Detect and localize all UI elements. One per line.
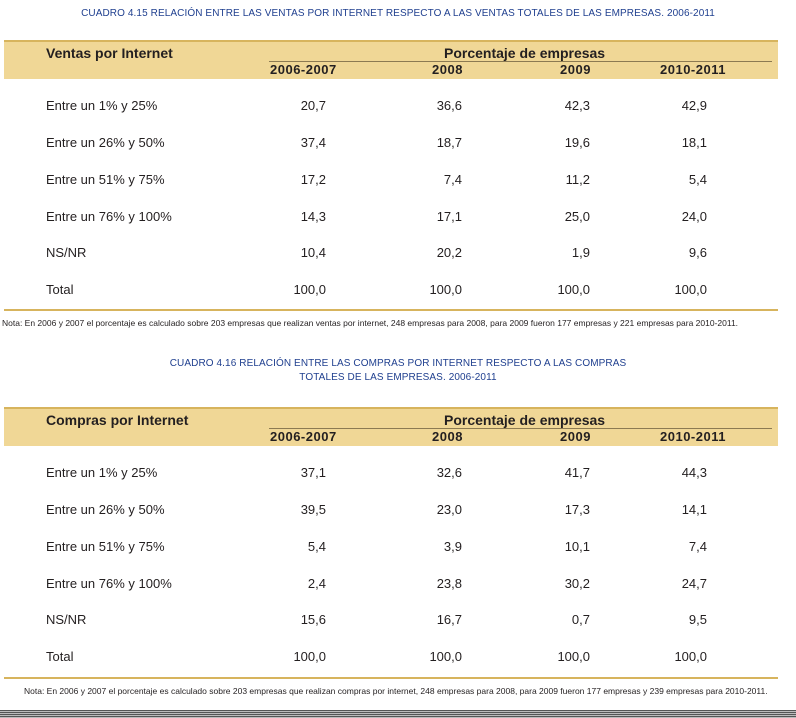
cell-value: 1,9 (571, 245, 590, 260)
cell-value: 42,9 (681, 98, 707, 113)
cell-value: 5,4 (307, 539, 326, 554)
cell-value: 41,7 (564, 465, 590, 480)
cell-value: 100,0 (429, 282, 462, 297)
cell-value: 17,3 (564, 502, 590, 517)
table1-note: Nota: En 2006 y 2007 el porcentaje es ca… (2, 318, 739, 328)
table-row: Entre un 1% y 25% 37,1 32,6 41,7 44,3 (4, 465, 778, 483)
cell-value: 16,7 (436, 612, 462, 627)
table-row: Entre un 51% y 75% 17,2 7,4 11,2 5,4 (4, 172, 778, 190)
table1-year-3: 2009 (560, 62, 591, 77)
table1-title: CUADRO 4.15 RELACIÓN ENTRE LAS VENTAS PO… (81, 8, 715, 19)
cell-value: 17,2 (300, 172, 326, 187)
table2-row-header: Compras por Internet (46, 412, 189, 428)
table1: Ventas por Internet Porcentaje de empres… (4, 40, 778, 297)
table-row: Entre un 51% y 75% 5,4 3,9 10,1 7,4 (4, 539, 778, 557)
cell-value: 100,0 (429, 649, 462, 664)
table-row-total: Total 100,0 100,0 100,0 100,0 (4, 649, 778, 667)
cell-value: 14,3 (300, 209, 326, 224)
page-edge-lines (0, 710, 796, 718)
row-label: Entre un 51% y 75% (46, 539, 165, 554)
table-row: Entre un 1% y 25% 20,7 36,6 42,3 42,9 (4, 98, 778, 116)
cell-value: 25,0 (564, 209, 590, 224)
table1-group-header: Porcentaje de empresas (444, 45, 606, 61)
cell-value: 36,6 (436, 98, 462, 113)
cell-value: 18,7 (436, 135, 462, 150)
cell-value: 9,5 (688, 612, 707, 627)
row-label: Entre un 26% y 50% (46, 502, 165, 517)
table2-year-2: 2008 (432, 429, 463, 444)
table2-title-line2: TOTALES DE LAS EMPRESAS. 2006-2011 (299, 372, 497, 383)
cell-value: 11,2 (565, 172, 590, 187)
cell-value: 5,4 (688, 172, 707, 187)
cell-value: 15,6 (300, 612, 326, 627)
cell-value: 10,4 (300, 245, 326, 260)
row-label: Entre un 51% y 75% (46, 172, 165, 187)
cell-value: 23,0 (436, 502, 462, 517)
cell-value: 20,7 (300, 98, 326, 113)
row-label: Entre un 76% y 100% (46, 209, 172, 224)
cell-value: 20,2 (436, 245, 462, 260)
cell-value: 100,0 (557, 282, 590, 297)
table2-year-1: 2006-2007 (270, 429, 337, 444)
table-row: Entre un 26% y 50% 37,4 18,7 19,6 18,1 (4, 135, 778, 153)
cell-value: 32,6 (436, 465, 462, 480)
row-label: Entre un 76% y 100% (46, 576, 172, 591)
cell-value: 0,7 (571, 612, 590, 627)
cell-value: 100,0 (674, 282, 707, 297)
cell-value: 17,1 (436, 209, 462, 224)
table1-header: Ventas por Internet Porcentaje de empres… (4, 40, 778, 79)
cell-value: 9,6 (688, 245, 707, 260)
table2-year-3: 2009 (560, 429, 591, 444)
table1-bottom-rule (4, 309, 778, 311)
row-label: NS/NR (46, 612, 87, 627)
cell-value: 39,5 (300, 502, 326, 517)
cell-value: 42,3 (564, 98, 590, 113)
table2: Compras por Internet Porcentaje de empre… (4, 407, 778, 664)
table-row: NS/NR 15,6 16,7 0,7 9,5 (4, 612, 778, 630)
table1-header-rule (269, 61, 772, 62)
table2-title-line1: CUADRO 4.16 RELACIÓN ENTRE LAS COMPRAS P… (169, 358, 627, 369)
cell-value: 7,4 (443, 172, 462, 187)
table2-header-rule (269, 428, 772, 429)
cell-value: 3,9 (443, 539, 462, 554)
cell-value: 23,8 (436, 576, 462, 591)
table2-group-header: Porcentaje de empresas (444, 412, 606, 428)
row-label: Entre un 26% y 50% (46, 135, 165, 150)
cell-value: 100,0 (293, 282, 326, 297)
cell-value: 30,2 (564, 576, 590, 591)
cell-value: 100,0 (293, 649, 326, 664)
table1-year-2: 2008 (432, 62, 463, 77)
table-row: Entre un 26% y 50% 39,5 23,0 17,3 14,1 (4, 502, 778, 520)
table1-year-4: 2010-2011 (660, 62, 726, 77)
row-label: Total (46, 282, 74, 297)
table1-row-header: Ventas por Internet (46, 45, 173, 61)
cell-value: 100,0 (557, 649, 590, 664)
table-row: NS/NR 10,4 20,2 1,9 9,6 (4, 245, 778, 263)
table-row-total: Total 100,0 100,0 100,0 100,0 (4, 282, 778, 300)
row-label: Entre un 1% y 25% (46, 98, 158, 113)
table-row: Entre un 76% y 100% 14,3 17,1 25,0 24,0 (4, 209, 778, 227)
table2-bottom-rule (4, 677, 778, 679)
cell-value: 10,1 (564, 539, 590, 554)
table2-note: Nota: En 2006 y 2007 el porcentaje es ca… (24, 686, 768, 696)
table-row: Entre un 76% y 100% 2,4 23,8 30,2 24,7 (4, 576, 778, 594)
cell-value: 7,4 (688, 539, 707, 554)
cell-value: 100,0 (674, 649, 707, 664)
cell-value: 18,1 (681, 135, 707, 150)
row-label: Entre un 1% y 25% (46, 465, 158, 480)
table1-year-1: 2006-2007 (270, 62, 337, 77)
cell-value: 37,4 (300, 135, 326, 150)
cell-value: 24,7 (681, 576, 707, 591)
row-label: NS/NR (46, 245, 87, 260)
cell-value: 14,1 (681, 502, 707, 517)
cell-value: 37,1 (300, 465, 326, 480)
table2-year-4: 2010-2011 (660, 429, 726, 444)
table2-header: Compras por Internet Porcentaje de empre… (4, 407, 778, 446)
cell-value: 24,0 (681, 209, 707, 224)
cell-value: 2,4 (307, 576, 326, 591)
row-label: Total (46, 649, 74, 664)
cell-value: 19,6 (564, 135, 590, 150)
cell-value: 44,3 (681, 465, 707, 480)
